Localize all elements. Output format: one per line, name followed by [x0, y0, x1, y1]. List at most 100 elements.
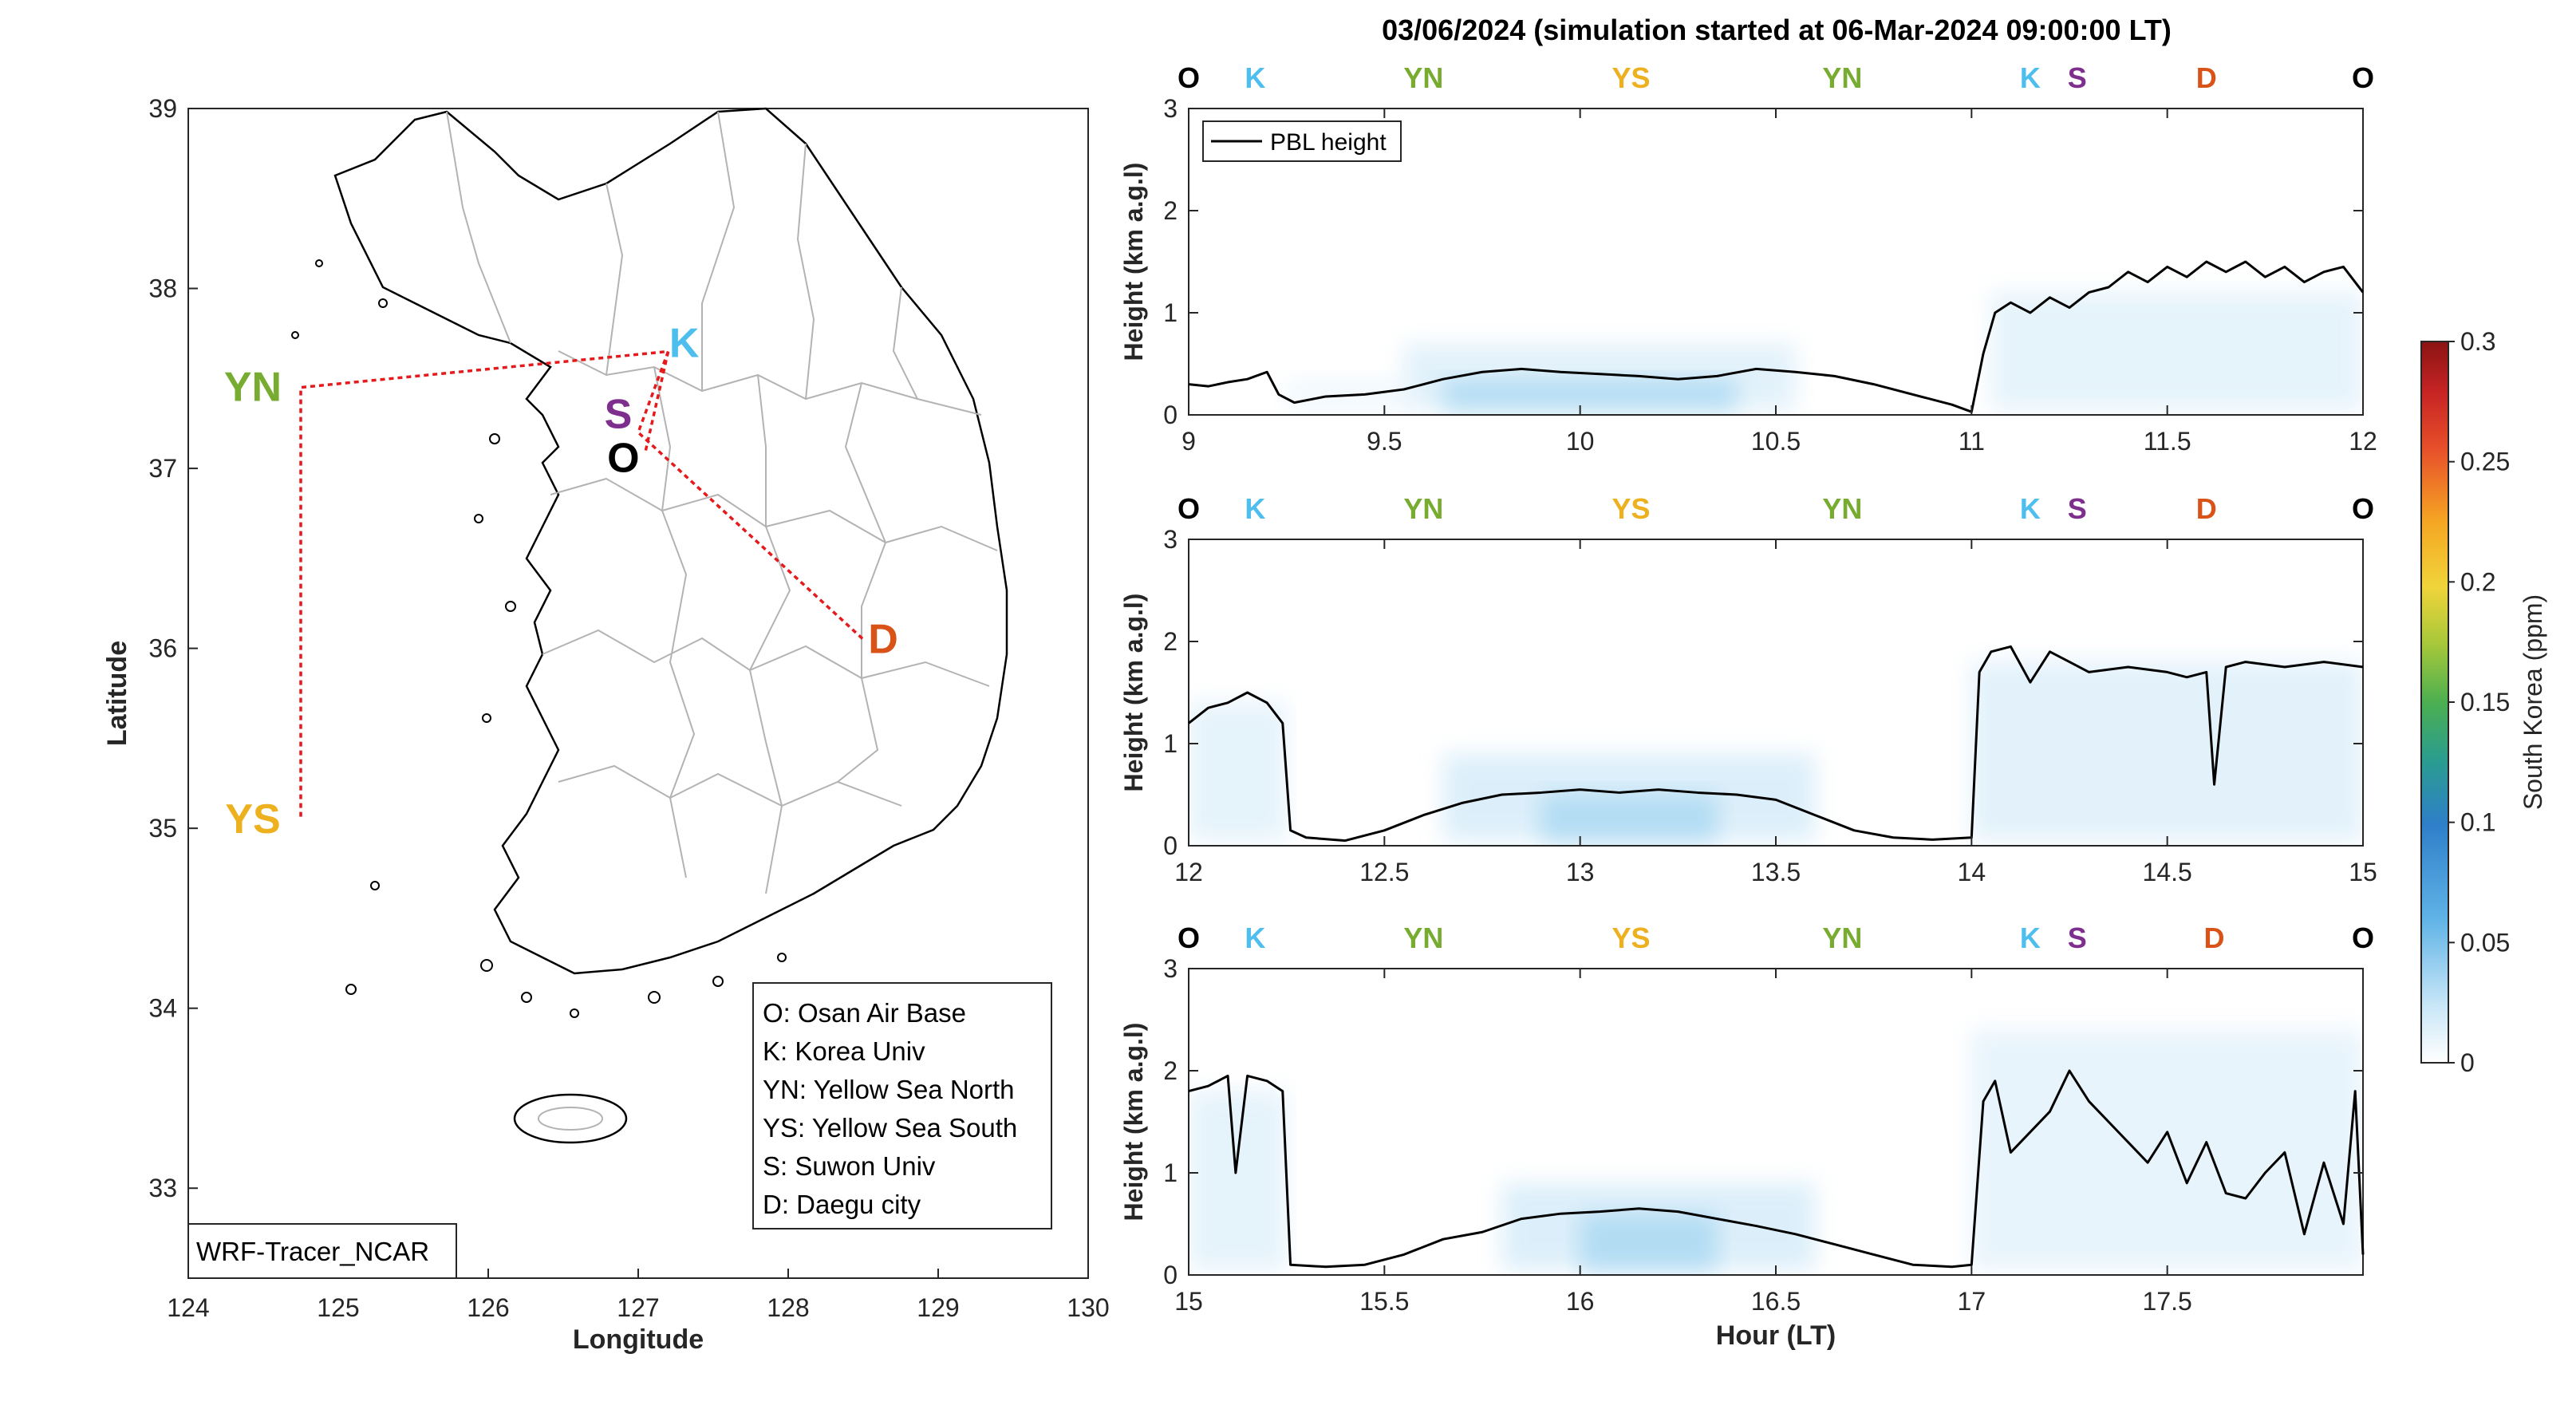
map-site-labels: YN YS KSO D — [224, 320, 898, 842]
site-marker-yn: YN — [1403, 922, 1443, 954]
map-x-tick-label: 124 — [167, 1293, 209, 1322]
pbl-height-line — [1188, 1069, 2365, 1269]
legend-entry-daegu-city: D: Daegu city — [763, 1190, 921, 1219]
map-site-yn: YN — [224, 365, 282, 411]
map-site-o: O — [607, 436, 639, 482]
x-tick-label: 13 — [1566, 858, 1595, 886]
map-site-d: D — [868, 616, 898, 662]
y-tick-label: 2 — [1163, 1056, 1178, 1085]
model-label-box: WRF-Tracer_NCAR — [187, 1223, 457, 1279]
site-marker-d: D — [2204, 922, 2225, 954]
map-x-ticks: 124 125 126 127 128 129 130 — [167, 1269, 1110, 1322]
colorbar-label: South Korea (ppm) — [2519, 594, 2547, 810]
x-tick-label: 14.5 — [2143, 858, 2192, 886]
colorbar: 0 0.05 0.1 0.15 0.2 0.25 0.3 South Korea (ppm) — [2420, 327, 2547, 1077]
x-tick-label: 15 — [2349, 858, 2377, 886]
site-marker-yn: YN — [1822, 61, 1862, 94]
model-label: WRF-Tracer_NCAR — [196, 1237, 429, 1266]
pbl-legend: PBL height — [1202, 120, 1402, 162]
site-marker-o: O — [2352, 922, 2374, 954]
legend-entry-suwon-univ: S: Suwon Univ — [763, 1151, 936, 1181]
x-tick-label: 10.5 — [1751, 427, 1801, 456]
tracer-band — [1990, 292, 2363, 410]
tracer-field — [1286, 292, 2363, 410]
y-tick-label: 3 — [1163, 94, 1178, 123]
site-marker-s: S — [2068, 922, 2087, 954]
map-x-tick-label: 125 — [317, 1293, 359, 1322]
site-marker-k: K — [1245, 492, 1265, 525]
y-tick-label: 1 — [1163, 298, 1178, 327]
legend-entry-korea-univ: K: Korea Univ — [763, 1036, 925, 1066]
colorbar-ticks: 0 0.05 0.1 0.15 0.2 0.25 0.3 — [2448, 327, 2510, 1077]
site-marker-k: K — [2020, 922, 2041, 954]
x-tick-label: 15.5 — [1359, 1287, 1409, 1316]
colorbar-tick-label: 0.05 — [2460, 928, 2510, 957]
site-marker-yn: YN — [1822, 492, 1862, 525]
y-tick-label: 2 — [1163, 627, 1178, 656]
x-tick-label: 15 — [1174, 1287, 1203, 1316]
site-marker-d: D — [2196, 61, 2217, 94]
x-tick-label: 10 — [1566, 427, 1595, 456]
map-x-axis-label: Longitude — [573, 1324, 704, 1355]
map-y-axis-label: Latitude — [102, 641, 132, 746]
y-tick-label: 0 — [1163, 831, 1178, 860]
time-height-panel-3: 15 15.5 16 16.5 17 17.5 0 1 2 3 Height (km a.g.l) O… — [1119, 922, 2374, 1316]
site-marker-yn: YN — [1403, 61, 1443, 94]
x-tick-label: 11.5 — [2144, 427, 2191, 456]
x-tick-label: 12 — [2349, 427, 2377, 456]
map-x-tick-label: 127 — [617, 1293, 659, 1322]
pbl-legend-label: PBL height — [1270, 129, 1387, 156]
map-site-k: K — [669, 320, 700, 366]
tracer-band — [1442, 379, 1737, 410]
colorbar-tick-label: 0.25 — [2460, 448, 2510, 476]
site-marker-o: O — [1178, 492, 1200, 525]
y-tick-label: 0 — [1163, 401, 1178, 429]
x-tick-label: 11 — [1959, 427, 1985, 456]
y-tick-label: 3 — [1163, 954, 1178, 983]
tracer-band — [1971, 661, 2363, 841]
site-marker-k: K — [1245, 922, 1265, 954]
legend-entry-osan: O: Osan Air Base — [763, 998, 966, 1028]
site-marker-k: K — [2020, 61, 2041, 94]
colorbar-tick-label: 0.1 — [2460, 808, 2495, 837]
legend-entry-yellow-sea-north: YN: Yellow Sea North — [763, 1075, 1015, 1104]
x-tick-label: 12.5 — [1359, 858, 1409, 886]
site-marker-ys: YS — [1611, 922, 1650, 954]
legend-entry-yellow-sea-south: YS: Yellow Sea South — [763, 1113, 1017, 1143]
x-tick-label: 17.5 — [2143, 1287, 2192, 1316]
site-marker-k: K — [2020, 492, 2041, 525]
site-marker-yn: YN — [1822, 922, 1862, 954]
map-y-tick-label: 33 — [148, 1174, 177, 1202]
site-legend: O: Osan Air Base K: Korea Univ YN: Yello… — [752, 982, 1052, 1229]
site-marker-k: K — [1245, 61, 1265, 94]
tracer-band — [1971, 1029, 2363, 1270]
y-tick-label: 0 — [1163, 1261, 1178, 1289]
map-y-tick-label: 36 — [148, 634, 177, 663]
x-tick-label: 12 — [1174, 858, 1203, 886]
map-x-tick-label: 129 — [917, 1293, 959, 1322]
site-marker-s: S — [2068, 492, 2087, 525]
map-site-ys: YS — [225, 796, 280, 843]
tracer-field — [1189, 661, 2363, 841]
map-y-ticks: 33 34 35 36 37 38 39 — [148, 94, 198, 1202]
tracer-band — [1189, 702, 1287, 841]
map-x-tick-label: 130 — [1067, 1293, 1109, 1322]
site-marker-o: O — [1178, 61, 1200, 94]
map-site-s: S — [605, 391, 633, 437]
x-tick-label: 13.5 — [1751, 858, 1801, 886]
jeju-island — [513, 1093, 628, 1144]
y-tick-label: 1 — [1163, 729, 1178, 758]
site-marker-yn: YN — [1403, 492, 1443, 525]
colorbar-tick-label: 0.2 — [2460, 567, 2495, 596]
y-axis-label: Height (km a.g.l) — [1119, 163, 1148, 361]
y-tick-label: 2 — [1163, 196, 1178, 225]
map-x-tick-label: 128 — [767, 1293, 809, 1322]
province-boundaries — [446, 111, 998, 894]
site-marker-o: O — [1178, 922, 1200, 954]
colorbar-tick-label: 0.15 — [2460, 688, 2510, 716]
site-marker-o: O — [2352, 492, 2374, 525]
x-tick-label: 14 — [1958, 858, 1986, 886]
colorbar-tick-label: 0 — [2460, 1048, 2475, 1077]
y-tick-label: 3 — [1163, 525, 1178, 554]
